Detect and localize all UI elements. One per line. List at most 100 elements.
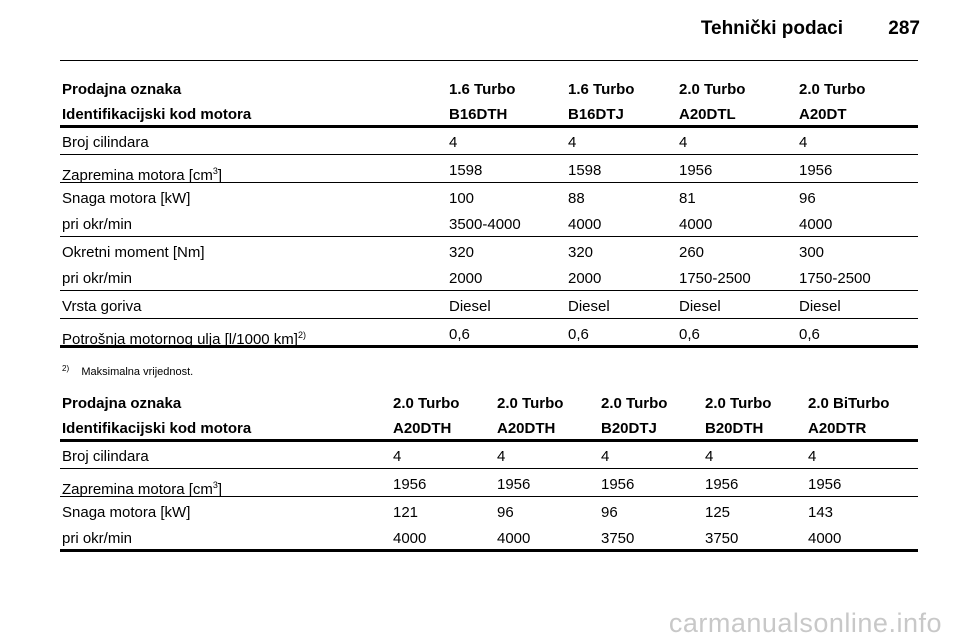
cell: 143	[808, 504, 834, 521]
row-header: Identifikacijski kod motora	[62, 420, 252, 437]
cell: 96	[799, 190, 816, 207]
cell: 121	[393, 504, 419, 521]
row-label: pri okr/min	[62, 216, 132, 234]
label-text: ]	[217, 481, 223, 498]
cell: 4000	[679, 216, 713, 233]
cell: 0,6	[799, 326, 820, 343]
row-rule	[60, 154, 918, 155]
row-label: Snaga motora [kW]	[62, 190, 190, 208]
cell: 81	[679, 190, 696, 207]
column-header: A20DTR	[808, 420, 867, 437]
column-header: 2.0 Turbo	[705, 395, 772, 412]
row-label: pri okr/min	[62, 270, 132, 288]
footnote-text: Maksimalna vrijednost.	[81, 366, 194, 378]
cell: 1956	[601, 476, 635, 493]
thick-rule	[60, 439, 918, 442]
cell: Diesel	[799, 298, 841, 315]
column-header: B16DTH	[449, 106, 508, 123]
label-text: pri okr/min	[62, 216, 133, 233]
cell: 1598	[568, 162, 602, 179]
cell: 4	[808, 448, 817, 465]
cell: 88	[568, 190, 585, 207]
row-rule	[60, 236, 918, 237]
column-header: 2.0 BiTurbo	[808, 395, 890, 412]
label-superscript: 3	[212, 480, 218, 490]
cell: 1956	[393, 476, 427, 493]
cell: 4	[799, 134, 808, 151]
column-header: A20DTL	[679, 106, 736, 123]
label-text: Zapremina motora [cm	[62, 481, 213, 498]
cell: 1956	[808, 476, 842, 493]
watermark: carmanualsonline.info	[668, 608, 942, 638]
row-label: Zapremina motora [cm3]	[62, 162, 222, 185]
cell: 1750-2500	[679, 270, 751, 287]
row-header: Identifikacijski kod motora	[62, 106, 252, 123]
cell: 96	[601, 504, 618, 521]
cell: 2000	[568, 270, 602, 287]
label-text: Snaga motora [kW]	[62, 504, 191, 521]
cell: 4	[568, 134, 577, 151]
column-header: 2.0 Turbo	[601, 395, 668, 412]
row-rule	[60, 318, 918, 319]
header-rule	[60, 60, 918, 61]
row-label: Zapremina motora [cm3]	[62, 476, 222, 499]
column-header: 2.0 Turbo	[393, 395, 460, 412]
cell: 4	[393, 448, 402, 465]
row-label: Vrsta goriva	[62, 298, 141, 316]
label-text: Snaga motora [kW]	[62, 190, 191, 207]
cell: Diesel	[449, 298, 491, 315]
row-label: Broj cilindara	[62, 134, 149, 152]
cell: 4000	[568, 216, 602, 233]
cell: 4000	[799, 216, 833, 233]
column-header: 2.0 Turbo	[679, 81, 746, 98]
cell: 2000	[449, 270, 483, 287]
cell: 3750	[705, 530, 739, 547]
cell: 0,6	[449, 326, 470, 343]
cell: Diesel	[679, 298, 721, 315]
cell: 96	[497, 504, 514, 521]
row-header: Prodajna oznaka	[62, 395, 182, 412]
cell: 4000	[808, 530, 842, 547]
label-text: Zapremina motora [cm	[62, 167, 213, 184]
cell: 320	[568, 244, 594, 261]
label-text: Broj cilindara	[62, 134, 149, 151]
header-title: Tehnički podaci	[700, 18, 843, 39]
row-rule	[60, 290, 918, 291]
cell: Diesel	[568, 298, 610, 315]
cell: 4	[679, 134, 688, 151]
footnote-mark: 2)	[62, 364, 70, 373]
row-label: Potrošnja motornog ulja [l/1000 km]2)	[62, 326, 306, 349]
row-rule	[60, 496, 918, 497]
column-header: 1.6 Turbo	[568, 81, 635, 98]
column-header: A20DTH	[393, 420, 452, 437]
label-text: pri okr/min	[62, 530, 133, 547]
cell: 1956	[679, 162, 713, 179]
row-header: Prodajna oznaka	[62, 81, 182, 98]
column-header: 2.0 Turbo	[497, 395, 564, 412]
row-label: pri okr/min	[62, 530, 132, 548]
cell: 4	[601, 448, 610, 465]
column-header: B20DTJ	[601, 420, 657, 437]
column-header: B20DTH	[705, 420, 764, 437]
row-label: Okretni moment [Nm]	[62, 244, 205, 262]
cell: 1956	[497, 476, 531, 493]
label-text: pri okr/min	[62, 270, 133, 287]
label-text: ]	[217, 167, 223, 184]
label-text: Potrošnja motornog ulja [l/1000 km]	[62, 331, 298, 348]
row-rule	[60, 182, 918, 183]
cell: 100	[449, 190, 475, 207]
row-label: Broj cilindara	[62, 448, 149, 466]
cell: 300	[799, 244, 825, 261]
row-rule	[60, 468, 918, 469]
cell: 1956	[705, 476, 739, 493]
cell: 4000	[393, 530, 427, 547]
cell: 4000	[497, 530, 531, 547]
footnote: 2) Maksimalna vrijednost.	[62, 364, 193, 378]
label-text: Broj cilindara	[62, 448, 149, 465]
thick-rule	[60, 549, 918, 552]
cell: 0,6	[679, 326, 700, 343]
column-header: 2.0 Turbo	[799, 81, 866, 98]
cell: 1598	[449, 162, 483, 179]
cell: 320	[449, 244, 475, 261]
